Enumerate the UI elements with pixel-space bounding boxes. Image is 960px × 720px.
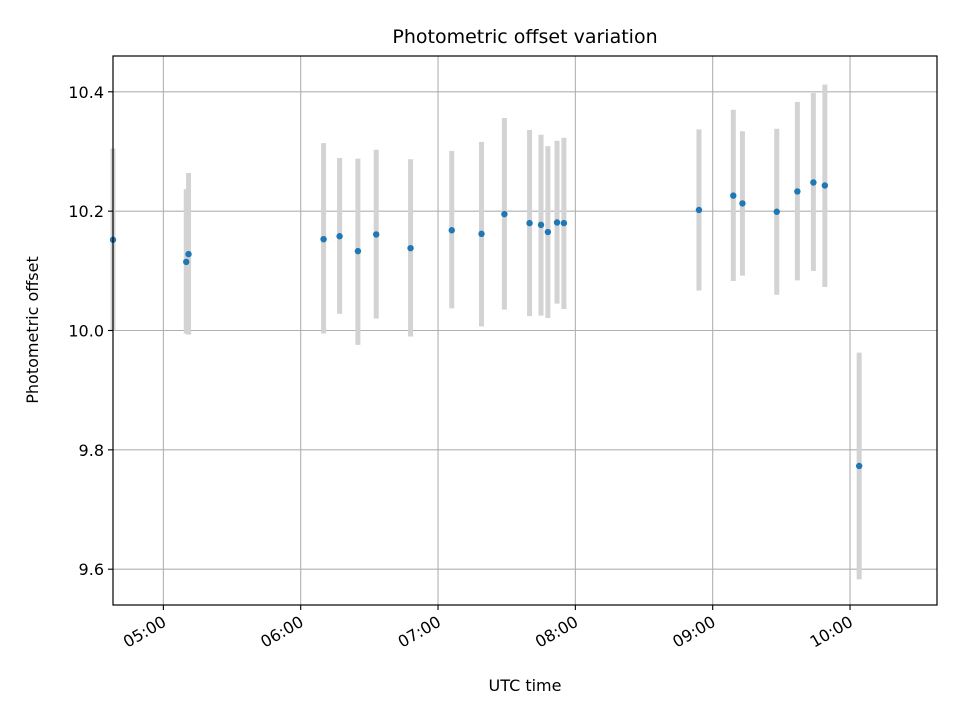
- data-point: [448, 227, 455, 234]
- data-point: [695, 206, 703, 214]
- y-tick-label: 9.8: [79, 441, 104, 460]
- chart-title: Photometric offset variation: [392, 26, 657, 48]
- y-tick-label: 10.0: [68, 322, 104, 341]
- data-point: [773, 208, 780, 215]
- data-point: [407, 244, 414, 252]
- data-points: [109, 179, 863, 470]
- y-tick-label: 10.2: [68, 202, 104, 221]
- data-point: [183, 258, 190, 266]
- data-point: [544, 228, 552, 236]
- y-tick-label: 9.6: [79, 560, 104, 579]
- data-point: [810, 179, 817, 186]
- data-point: [185, 250, 192, 258]
- data-point: [320, 235, 327, 243]
- data-point: [537, 221, 545, 229]
- data-point: [373, 231, 380, 238]
- x-axis-title: UTC time: [489, 676, 562, 695]
- data-point: [354, 247, 362, 255]
- y-tick-label: 10.4: [68, 83, 104, 102]
- data-point: [501, 210, 508, 218]
- data-point: [553, 219, 561, 226]
- data-point: [821, 182, 829, 189]
- data-point: [478, 230, 485, 238]
- data-point: [730, 192, 737, 199]
- data-point: [336, 233, 343, 240]
- data-point: [739, 200, 746, 207]
- data-point: [855, 462, 863, 470]
- data-point: [794, 188, 801, 195]
- y-axis-title: Photometric offset: [23, 256, 42, 404]
- y-axis-ticks: 9.6 9.8 10.0 10.2 10.4: [68, 83, 113, 579]
- data-point: [526, 219, 533, 227]
- data-point: [560, 219, 568, 227]
